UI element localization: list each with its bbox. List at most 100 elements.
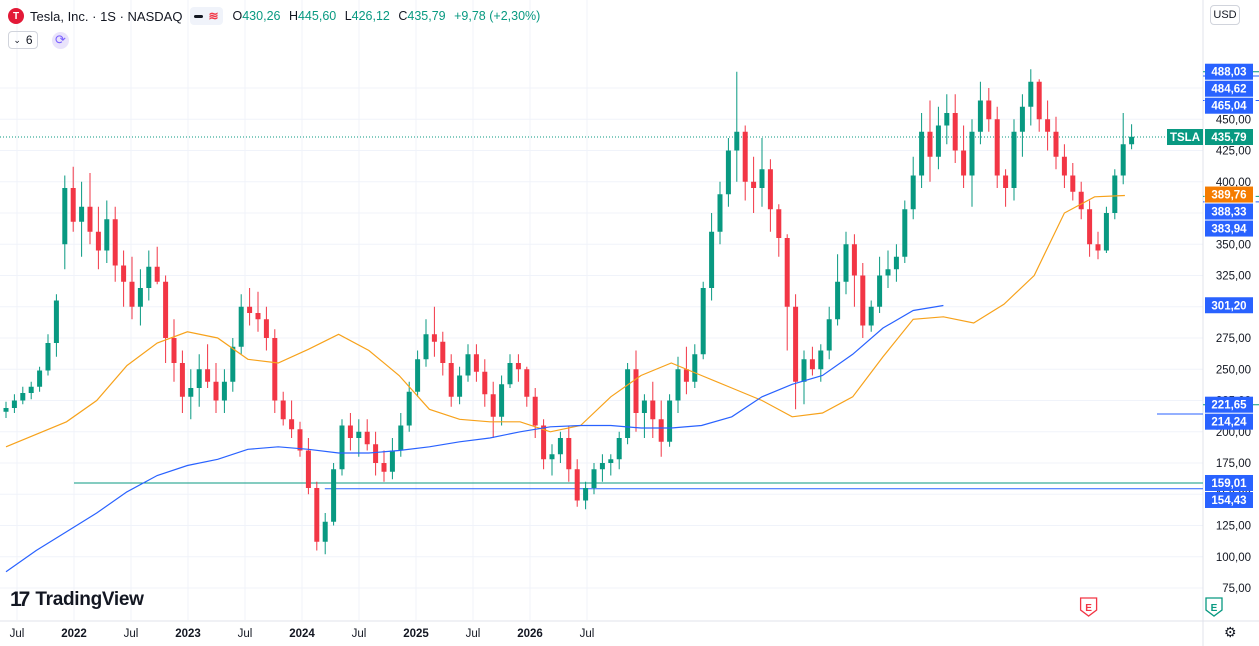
gear-icon[interactable]: ⚙: [1224, 624, 1237, 640]
price-label: 383,94: [1211, 224, 1247, 236]
candle-body: [818, 350, 824, 370]
ohlc-high-value: 445,60: [297, 9, 337, 23]
price-label-bg: [1205, 80, 1253, 97]
candle-body: [339, 425, 345, 470]
ohlc-close-value: 435,79: [407, 9, 446, 23]
candle-body: [95, 231, 101, 251]
candle-body: [893, 256, 899, 270]
candle-body: [910, 175, 916, 210]
candle-body: [557, 438, 563, 455]
candle-body: [389, 450, 395, 472]
candle-body: [935, 125, 941, 157]
ohlc-high-key: H: [288, 9, 298, 23]
market-status-pill[interactable]: ≋: [190, 7, 223, 25]
candle-body: [885, 269, 891, 276]
candle-body: [356, 431, 362, 438]
currency-button[interactable]: USD: [1210, 5, 1240, 25]
ohlc-open-key: O: [232, 9, 243, 23]
price-label-bg: [1205, 63, 1253, 80]
candle-body: [347, 425, 353, 438]
candle-body: [515, 363, 521, 370]
y-tick-label: 200,00: [1216, 427, 1251, 439]
candle-body: [1129, 136, 1135, 145]
candle-body: [263, 319, 269, 338]
price-axis[interactable]: 75,00100,00125,00150,00175,00200,00225,0…: [1216, 83, 1251, 595]
candle-body: [154, 266, 160, 282]
candle-body: [465, 354, 471, 376]
candle-body: [196, 369, 202, 388]
tradingview-mark-icon: 17: [10, 588, 30, 611]
candle-body: [1003, 175, 1009, 188]
candle-body: [793, 306, 799, 382]
candle-body: [423, 334, 429, 360]
tradingview-logo[interactable]: 17 TradingView: [10, 588, 144, 612]
time-axis[interactable]: Jul 2022 Jul 2023 Jul 2024 Jul 2025 Jul 2026 Jul: [10, 628, 595, 640]
candle-body: [1011, 131, 1017, 188]
ohlc-values: O430,26 H445,60 L426,12 C435,79 +9,78 (+…: [233, 9, 546, 23]
candle-body: [574, 469, 580, 501]
candle-body: [364, 431, 370, 445]
price-label: 435,79: [1211, 132, 1246, 144]
candle-body: [851, 244, 857, 276]
tesla-logo-icon: T: [8, 8, 24, 24]
candle-body: [70, 188, 76, 222]
candle-body: [37, 370, 43, 387]
price-label-bg: [1205, 186, 1253, 203]
price-label: 389,76: [1211, 190, 1246, 202]
candle-body: [1078, 191, 1084, 210]
candle-body: [541, 425, 547, 460]
x-tick-label: 2026: [517, 628, 543, 640]
candle-body: [650, 400, 656, 420]
candle-body: [725, 150, 731, 195]
candle-body: [238, 306, 244, 347]
candle-body: [1019, 106, 1025, 132]
y-tick-label: 75,00: [1222, 583, 1251, 595]
symbol-tag: TSLA: [1170, 132, 1200, 144]
market-status-icon: [194, 14, 204, 18]
x-tick-label: 2024: [289, 628, 315, 640]
symbol-title[interactable]: Tesla, Inc. · 1S · NASDAQ: [30, 8, 183, 24]
y-tick-label: 125,00: [1216, 521, 1251, 533]
candle-body: [625, 369, 631, 438]
candle-body: [482, 371, 488, 395]
candle-body: [104, 219, 110, 251]
price-label: 159,01: [1211, 478, 1247, 490]
candle-body: [457, 375, 463, 397]
symbol-header: T Tesla, Inc. · 1S · NASDAQ ≋ O430,26 H4…: [8, 6, 545, 26]
candle-body: [801, 359, 807, 382]
earnings-markers[interactable]: EEEEEEEEE: [1079, 597, 1259, 617]
candle-body: [129, 281, 135, 307]
candle-body: [406, 391, 412, 426]
candle-body: [919, 131, 925, 176]
y-tick-label: 275,00: [1216, 333, 1251, 345]
y-tick-label: 325,00: [1216, 271, 1251, 283]
candle-body: [667, 400, 673, 442]
candle-body: [373, 444, 379, 463]
candle-body: [549, 454, 555, 460]
candle-body: [205, 369, 211, 382]
x-tick-label: Jul: [10, 628, 25, 640]
candle-body: [1028, 81, 1034, 107]
x-tick-label: Jul: [352, 628, 367, 640]
price-label: 301,20: [1211, 300, 1246, 312]
price-label: 388,33: [1211, 207, 1246, 219]
candle-body: [297, 429, 303, 451]
candle-body: [213, 381, 219, 401]
candle-body: [532, 396, 538, 426]
ohlc-low-value: 426,12: [351, 9, 390, 23]
candle-body: [499, 384, 505, 417]
price-label-bg: [1205, 491, 1253, 508]
candle-body: [583, 488, 589, 501]
indicators-toggle-button[interactable]: ⌄ 6: [8, 31, 38, 49]
candle-body: [289, 419, 295, 430]
chevron-down-icon: ⌄: [13, 34, 21, 45]
candle-body: [751, 181, 757, 188]
candle-body: [322, 521, 328, 542]
candle-body: [331, 469, 337, 522]
sync-icon[interactable]: ⟳: [52, 31, 69, 49]
candle-body: [448, 363, 454, 397]
price-label-bg: [1205, 203, 1253, 220]
candle-body: [776, 209, 782, 238]
x-tick-label: Jul: [238, 628, 253, 640]
